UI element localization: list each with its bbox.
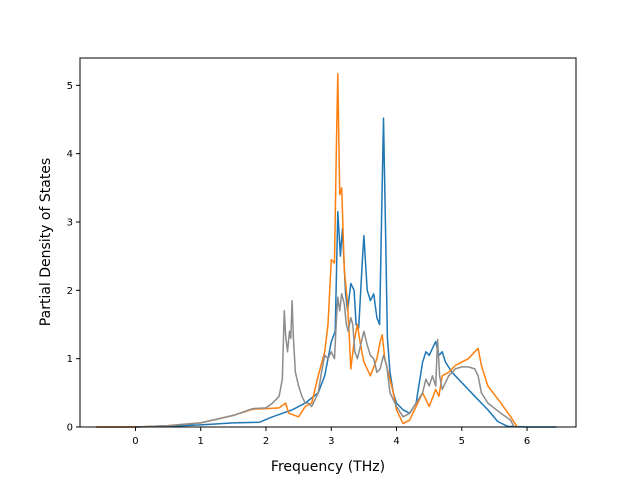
series-layer: [96, 72, 557, 428]
x-tick-label: 1: [198, 436, 204, 447]
y-tick-label: 3: [67, 218, 73, 229]
x-tick-label: 2: [263, 436, 269, 447]
y-tick-label: 2: [67, 286, 73, 297]
x-tick-label: 4: [393, 436, 399, 447]
series-line-3: [135, 293, 515, 428]
x-tick-label: 5: [459, 436, 465, 447]
y-tick-label: 5: [67, 81, 73, 92]
y-tick-label: 4: [67, 149, 73, 160]
x-tick-label: 6: [524, 436, 530, 447]
y-tick-label: 1: [67, 354, 73, 365]
x-tick-label: 3: [328, 436, 334, 447]
y-axis-label: Partial Density of States: [38, 158, 54, 326]
x-axis-ticks: 0 1 2 3 4 5 6: [132, 427, 530, 447]
y-tick-label: 0: [67, 423, 73, 434]
x-axis-label: Frequency (THz): [271, 459, 385, 475]
y-axis-ticks: 0 1 2 3 4 5: [67, 81, 80, 434]
x-tick-label: 0: [132, 436, 138, 447]
plot-frame: [79, 57, 577, 428]
